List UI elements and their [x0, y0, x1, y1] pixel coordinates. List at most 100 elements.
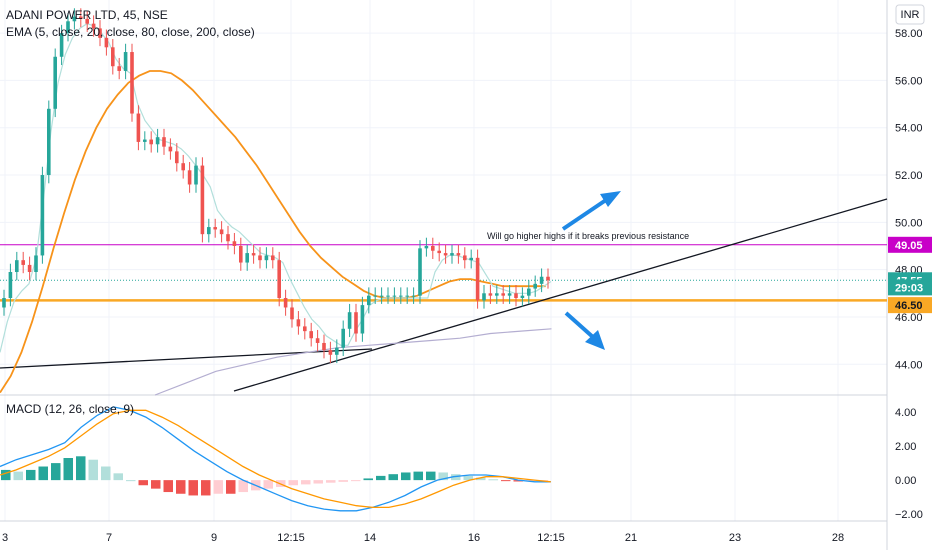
- candle: [488, 285, 493, 304]
- price-tick-label: 46.00: [895, 312, 923, 324]
- candle: [411, 287, 416, 304]
- time-tick-label: 16: [468, 532, 480, 544]
- histogram-bar: [76, 456, 86, 481]
- candle: [130, 43, 134, 122]
- candle: [290, 299, 294, 328]
- macd-histogram: [1, 456, 548, 496]
- svg-text:49.05: 49.05: [895, 240, 923, 252]
- price-tick-label: 54.00: [895, 123, 923, 135]
- candle: [47, 100, 51, 184]
- histogram-bar: [426, 471, 436, 481]
- ema-legend: EMA (5, close, 20, close, 80, close, 200…: [6, 25, 255, 39]
- time-tick-label: 21: [625, 532, 637, 544]
- candle: [258, 247, 262, 269]
- candle: [245, 244, 249, 271]
- time-tick-label: 12:15: [277, 532, 305, 544]
- price-badge: 49.05: [888, 236, 932, 253]
- histogram-bar: [101, 466, 111, 481]
- candle: [392, 287, 397, 304]
- candle: [367, 287, 371, 314]
- candle: [34, 247, 38, 281]
- candle: [514, 285, 518, 307]
- candle: [501, 285, 505, 304]
- candle: [347, 303, 352, 338]
- candle: [322, 334, 326, 359]
- currency-button[interactable]: INR: [895, 4, 925, 25]
- down-arrow: [564, 311, 605, 350]
- histogram-bar: [488, 479, 498, 481]
- candle: [443, 244, 448, 264]
- candle: [72, 8, 77, 30]
- candle: [354, 303, 358, 342]
- time-tick-label: 9: [211, 532, 217, 544]
- histogram-bar: [338, 480, 348, 482]
- candle: [373, 287, 377, 304]
- candle: [495, 285, 499, 304]
- candle: [469, 249, 473, 269]
- histogram-bar: [376, 475, 386, 481]
- time-tick-label: 14: [364, 532, 376, 544]
- candle: [162, 128, 166, 155]
- histogram-bar: [526, 480, 536, 482]
- histogram-bar: [1, 469, 11, 481]
- histogram-bar: [288, 480, 298, 486]
- candles: [2, 8, 550, 364]
- candle: [533, 275, 537, 297]
- price-tick-label: 58.00: [895, 28, 923, 40]
- candle: [219, 221, 224, 243]
- macd-axis: 4.00 2.00 0.00 −2.00: [895, 407, 923, 521]
- candle: [296, 311, 301, 335]
- candle: [168, 138, 173, 160]
- histogram-bar: [26, 469, 36, 481]
- candle: [424, 237, 429, 257]
- histogram-bar: [88, 459, 98, 481]
- histogram-bar: [151, 480, 161, 489]
- histogram-bar: [176, 480, 186, 494]
- candle: [27, 256, 32, 281]
- macd-legend: MACD (12, 26, close, 9): [6, 402, 134, 416]
- ema-200-line: [154, 328, 552, 396]
- histogram-bar: [188, 480, 198, 496]
- candle: [181, 154, 185, 179]
- histogram-bar: [13, 471, 23, 481]
- candle: [200, 157, 205, 243]
- candle: [527, 280, 531, 304]
- time-tick-label: 28: [832, 532, 844, 544]
- histogram-bar: [201, 480, 211, 496]
- histogram-bar: [401, 472, 411, 481]
- histogram-bar: [138, 480, 148, 486]
- candle: [187, 162, 192, 193]
- candle: [117, 57, 121, 80]
- candle: [104, 29, 109, 56]
- histogram-bar: [113, 473, 123, 481]
- up-arrow: [561, 191, 621, 231]
- candle: [456, 244, 461, 264]
- histogram-bar: [38, 466, 48, 481]
- histogram-bar: [363, 478, 373, 481]
- price-tick-label: 44.00: [895, 359, 923, 371]
- candle: [143, 131, 147, 151]
- candle: [264, 247, 269, 269]
- candle: [207, 218, 211, 243]
- candle: [379, 287, 384, 304]
- resistance-annotation: Will go higher highs if it breaks previo…: [487, 231, 689, 241]
- candle: [226, 225, 230, 250]
- candle: [431, 237, 435, 259]
- histogram-bar: [326, 480, 336, 483]
- candle: [155, 128, 160, 153]
- candle: [79, 8, 83, 28]
- candle: [546, 268, 550, 289]
- histogram-bar: [351, 480, 361, 482]
- candle: [15, 251, 19, 281]
- candle: [149, 131, 153, 153]
- candle: [98, 20, 102, 47]
- histogram-bar: [163, 480, 173, 493]
- histogram-bar: [501, 480, 511, 482]
- candle: [405, 287, 409, 304]
- candle: [85, 10, 89, 32]
- candle: [123, 43, 128, 80]
- candle: [315, 329, 320, 352]
